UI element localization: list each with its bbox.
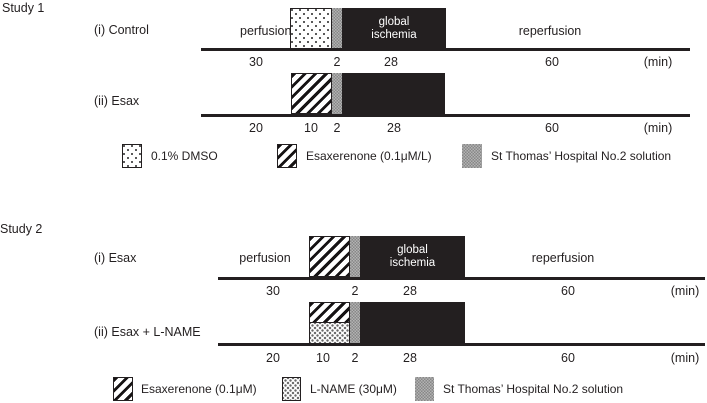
study2-title: Study 2: [0, 222, 43, 236]
study1-row2-timeline: [201, 114, 690, 117]
study1-row1-reperfusion-label: reperfusion: [518, 24, 582, 38]
study2-row1-label: (i) Esax: [94, 251, 137, 265]
gray-check-pattern-icon: [462, 144, 482, 168]
unit-label: (min): [670, 351, 700, 365]
dots-pattern-icon: [122, 144, 142, 168]
study1-row1-label: (i) Control: [94, 23, 149, 37]
tick-ischemia-min: 28: [403, 284, 417, 298]
study1-row1-cardioplegia-strip: [332, 8, 342, 49]
tick-cardioplegia-min: 2: [351, 351, 359, 365]
study1-title: Study 1: [2, 1, 45, 15]
tick-perfusion-min: 30: [266, 284, 280, 298]
study1-row1-perfusion-label: perfusion: [240, 24, 292, 38]
tick-cardioplegia-min: 2: [333, 121, 341, 135]
hatch-pattern-icon: [277, 144, 297, 168]
hatch-pattern-icon: [113, 377, 133, 401]
tick-drug-min: 10: [304, 121, 318, 135]
tick-ischemia-min: 28: [387, 121, 401, 135]
tick-cardioplegia-min: 2: [351, 284, 359, 298]
legend-lname-label: L-NAME (30μM): [310, 382, 397, 396]
legend-stthomas-label: St Thomas’ Hospital No.2 solution: [491, 149, 672, 163]
study1-row2-ischemia-box: [342, 73, 445, 114]
legend-stthomas-label: St Thomas’ Hospital No.2 solution: [443, 382, 624, 396]
study2-row2-timeline: [218, 343, 705, 346]
tick-pre-min: 20: [266, 351, 280, 365]
legend-dmso-label: 0.1% DMSO: [151, 149, 218, 163]
gray-check-pattern-icon: [415, 377, 434, 401]
study1-row1-dmso-box: [290, 8, 332, 49]
study1-row1-ischemia-box: global ischemia: [342, 8, 446, 49]
unit-label: (min): [670, 284, 700, 298]
study2-row1-esax-box: [309, 236, 350, 277]
tick-reperfusion-min: 60: [545, 121, 559, 135]
study2-row2-ischemia-box: [360, 302, 465, 344]
tick-ischemia-min: 28: [384, 55, 398, 69]
tick-cardioplegia-min: 2: [333, 55, 341, 69]
study1-row2-esax-box: [291, 73, 332, 114]
study2-row1-timeline: [218, 277, 705, 280]
tick-reperfusion-min: 60: [561, 284, 575, 298]
tick-drug-min: 10: [316, 351, 330, 365]
study2-row2-label: (ii) Esax + L-NAME: [94, 325, 201, 339]
unit-label: (min): [643, 121, 673, 135]
tick-reperfusion-min: 60: [561, 351, 575, 365]
study2-row1-cardioplegia-strip: [350, 236, 360, 277]
study2-row2-lname-box: [309, 322, 350, 344]
dots-pattern-icon: [282, 377, 301, 401]
study2-row1-ischemia-box: global ischemia: [360, 236, 465, 277]
tick-ischemia-min: 28: [403, 351, 417, 365]
tick-pre-min: 20: [249, 121, 263, 135]
study2-row2-esax-box: [309, 302, 350, 323]
legend-esax-label: Esaxerenone (0.1μM/L): [306, 149, 432, 163]
study1-row2-label: (ii) Esax: [94, 94, 140, 108]
study1-row1-timeline: [201, 48, 690, 51]
tick-perfusion-min: 30: [249, 55, 263, 69]
study2-row2-cardioplegia-strip: [350, 302, 360, 344]
unit-label: (min): [643, 55, 673, 69]
study2-row1-reperfusion-label: reperfusion: [531, 251, 595, 265]
study2-row1-perfusion-label: perfusion: [239, 251, 291, 265]
study1-row2-cardioplegia-strip: [332, 73, 342, 114]
tick-reperfusion-min: 60: [545, 55, 559, 69]
legend-esax-label: Esaxerenone (0.1μM): [141, 382, 257, 396]
